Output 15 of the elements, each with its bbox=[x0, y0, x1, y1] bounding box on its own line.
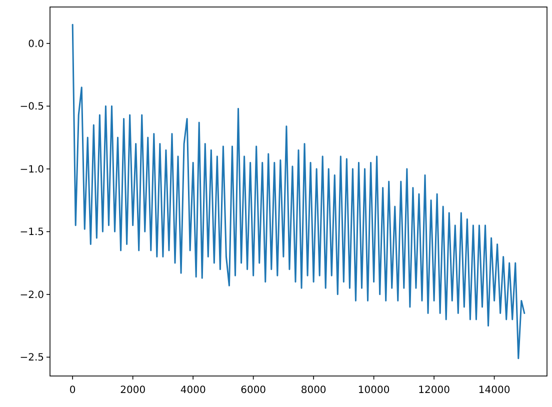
y-tick-label: −2.0 bbox=[20, 290, 44, 301]
x-tick-label: 12000 bbox=[418, 385, 450, 396]
x-tick-label: 2000 bbox=[120, 385, 146, 396]
y-tick-label: −0.5 bbox=[20, 102, 44, 113]
line-series bbox=[72, 24, 526, 360]
y-tick-label: −2.5 bbox=[20, 352, 44, 364]
y-tick-label: 0.0 bbox=[28, 38, 44, 50]
y-tick-label: −1.5 bbox=[20, 227, 44, 238]
x-tick-label: 4000 bbox=[180, 385, 206, 396]
x-tick-label: 14000 bbox=[478, 385, 510, 396]
x-tick-label: 0 bbox=[69, 385, 76, 396]
y-tick-label: −1.0 bbox=[20, 164, 44, 176]
x-tick-label: 8000 bbox=[300, 385, 326, 396]
x-tick-label: 10000 bbox=[358, 385, 390, 396]
x-tick-label: 6000 bbox=[240, 385, 266, 396]
